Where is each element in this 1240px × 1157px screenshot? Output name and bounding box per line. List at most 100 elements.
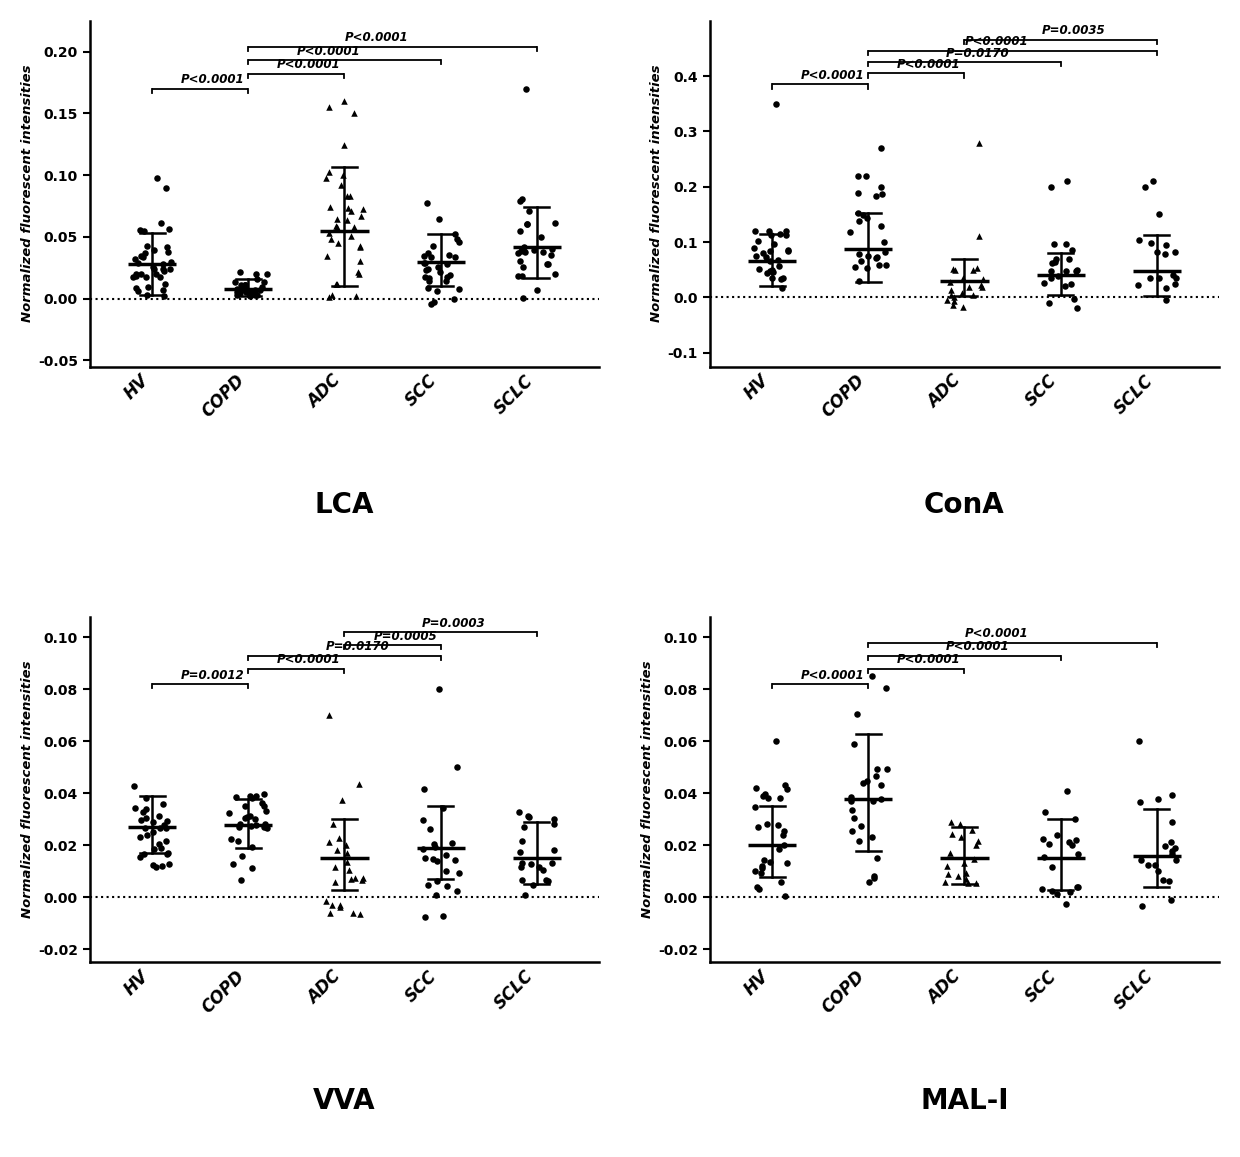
Point <box>1055 277 1075 295</box>
Point <box>320 223 340 242</box>
Point <box>244 282 264 301</box>
Point <box>844 735 864 753</box>
Point <box>746 779 766 797</box>
Point <box>1066 260 1086 279</box>
Point <box>1166 274 1185 293</box>
Point <box>351 238 371 257</box>
Point <box>343 218 363 236</box>
Point <box>1060 883 1080 901</box>
Point <box>125 798 145 817</box>
Point <box>771 270 791 288</box>
Point <box>341 202 361 221</box>
Point <box>155 275 175 294</box>
Point <box>511 842 531 861</box>
Point <box>227 282 247 301</box>
Point <box>537 255 557 273</box>
Point <box>134 248 154 266</box>
Point <box>970 133 990 152</box>
Point <box>748 818 768 837</box>
Point <box>1153 871 1173 890</box>
Point <box>869 256 889 274</box>
Point <box>255 818 275 837</box>
Point <box>1163 845 1183 863</box>
Point <box>353 200 373 219</box>
Point <box>258 265 278 283</box>
Point <box>239 806 259 825</box>
Point <box>1141 234 1161 252</box>
Point <box>130 246 150 265</box>
Point <box>249 281 269 300</box>
Point <box>231 871 250 890</box>
Point <box>445 248 465 266</box>
Point <box>324 815 343 833</box>
Point <box>867 248 887 266</box>
Point <box>136 789 156 808</box>
Point <box>775 887 795 906</box>
Point <box>1044 235 1064 253</box>
Point <box>350 236 370 255</box>
Point <box>1068 845 1087 863</box>
Point <box>512 871 532 890</box>
Point <box>419 279 439 297</box>
Point <box>1065 810 1085 828</box>
Text: P<0.0001: P<0.0001 <box>898 58 961 71</box>
Point <box>234 280 254 299</box>
Point <box>1162 786 1182 804</box>
Point <box>842 791 862 810</box>
Point <box>234 809 254 827</box>
Point <box>517 215 537 234</box>
Point <box>130 221 150 239</box>
Point <box>234 275 254 294</box>
Point <box>153 255 172 273</box>
Point <box>859 872 879 891</box>
Text: P<0.0001: P<0.0001 <box>181 73 244 86</box>
Point <box>436 256 456 274</box>
Point <box>159 220 179 238</box>
Point <box>439 245 459 264</box>
Point <box>775 775 795 794</box>
Point <box>544 810 564 828</box>
Point <box>544 265 564 283</box>
Point <box>428 852 448 870</box>
Point <box>972 275 992 294</box>
Text: P<0.0001: P<0.0001 <box>278 58 341 72</box>
Point <box>867 759 887 778</box>
Point <box>941 281 961 300</box>
Point <box>316 892 336 911</box>
Point <box>154 287 174 305</box>
Point <box>415 849 435 868</box>
Point <box>528 857 548 876</box>
Point <box>153 280 172 299</box>
Point <box>246 810 265 828</box>
Point <box>342 904 362 922</box>
Point <box>776 780 796 798</box>
Point <box>754 850 774 869</box>
Point <box>749 879 769 898</box>
Point <box>444 289 464 308</box>
Point <box>758 264 777 282</box>
Point <box>157 845 177 863</box>
Point <box>1042 882 1061 900</box>
Point <box>219 804 239 823</box>
Point <box>257 819 277 838</box>
Point <box>940 843 960 862</box>
Point <box>1056 235 1076 253</box>
Point <box>513 289 533 308</box>
Point <box>159 855 179 874</box>
Point <box>326 275 346 294</box>
Point <box>223 855 243 874</box>
Point <box>867 249 887 267</box>
Point <box>414 780 434 798</box>
Point <box>760 252 780 271</box>
Point <box>252 794 272 812</box>
Point <box>428 871 448 890</box>
Point <box>966 875 986 893</box>
Point <box>148 169 167 187</box>
Point <box>746 248 766 266</box>
Point <box>1048 826 1068 845</box>
Point <box>516 80 536 98</box>
Point <box>954 268 973 287</box>
Point <box>322 897 342 915</box>
Point <box>243 282 263 301</box>
Point <box>1059 833 1079 852</box>
